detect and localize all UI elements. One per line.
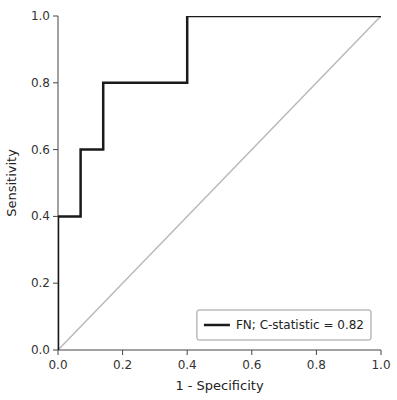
chart: 0.0 0.2 0.4 0.6 0.8 1.0 0.0 0.2 0.4 0.6 0.8 1.0 1 - … — [0, 0, 397, 400]
x-tick-label: 0.0 — [48, 358, 67, 372]
plot-area — [58, 16, 381, 350]
y-tick-label: 0.6 — [31, 143, 50, 157]
x-tick — [316, 350, 317, 355]
y-tick-label: 0.8 — [31, 76, 50, 90]
x-tick-label: 0.4 — [178, 358, 197, 372]
x-tick — [187, 350, 188, 355]
y-tick — [53, 16, 58, 17]
y-tick — [53, 283, 58, 284]
legend-swatch — [204, 324, 230, 327]
y-tick — [53, 350, 58, 351]
y-tick-label: 0.2 — [31, 276, 50, 290]
y-tick — [53, 149, 58, 150]
y-tick-label: 1.0 — [31, 9, 50, 23]
y-tick — [53, 216, 58, 217]
y-tick-label: 0.0 — [31, 343, 50, 357]
y-axis-label: Sensitivity — [4, 149, 19, 217]
x-tick — [122, 350, 123, 355]
x-tick-label: 0.2 — [113, 358, 132, 372]
x-tick — [381, 350, 382, 355]
x-tick-label: 0.6 — [242, 358, 261, 372]
axes: 0.0 0.2 0.4 0.6 0.8 1.0 0.0 0.2 0.4 0.6 0.8 1.0 — [31, 9, 391, 372]
x-tick — [58, 350, 59, 355]
y-tick-label: 0.4 — [31, 209, 50, 223]
y-tick — [53, 82, 58, 83]
x-tick-label: 1.0 — [371, 358, 390, 372]
reference-line — [58, 16, 381, 350]
x-axis-line — [58, 350, 381, 351]
x-axis-label: 1 - Specificity — [175, 378, 264, 393]
roc-line — [58, 16, 381, 350]
chart-container: 0.0 0.2 0.4 0.6 0.8 1.0 0.0 0.2 0.4 0.6 0.8 1.0 1 - … — [0, 0, 397, 400]
legend-box — [197, 310, 371, 340]
legend-label: FN; C-statistic = 0.82 — [236, 318, 364, 332]
x-tick-label: 0.8 — [307, 358, 326, 372]
x-tick — [251, 350, 252, 355]
legend: FN; C-statistic = 0.82 — [197, 310, 371, 340]
